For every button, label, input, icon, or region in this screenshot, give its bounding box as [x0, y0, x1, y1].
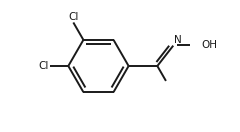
Text: OH: OH [202, 40, 218, 50]
Text: Cl: Cl [68, 12, 78, 22]
Text: N: N [174, 35, 182, 45]
Text: Cl: Cl [39, 61, 49, 71]
